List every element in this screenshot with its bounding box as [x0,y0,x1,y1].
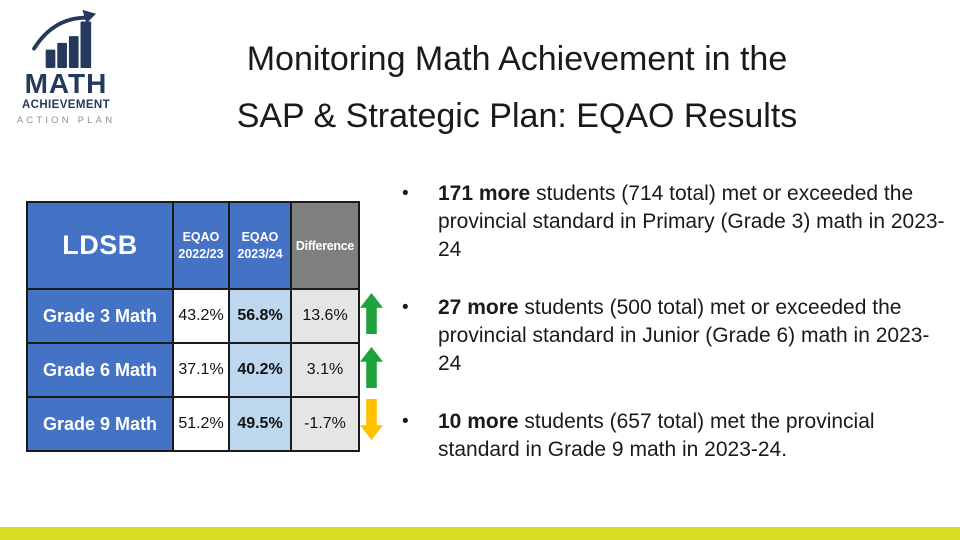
row-label-grade-6: Grade 6 Math [26,342,174,398]
bullet-text: 27 more students (500 total) met or exce… [438,294,947,378]
bullet-grade-9-summary: • 10 more students (657 total) met the p… [402,408,947,464]
bullet-grade-3-summary: • 171 more students (714 total) met or e… [402,180,947,264]
bar-chart-arrow-icon [32,9,96,68]
bullet-body: students (714 total) met or exceeded the… [438,182,945,261]
page-title-line-2: SAP & Strategic Plan: EQAO Results [236,96,798,135]
row-label-grade-3: Grade 3 Math [26,288,174,344]
table-header-row: LDSB EQAO 2022/23 EQAO 2023/24 Differenc… [26,201,360,290]
logo-subtitle: ACHIEVEMENT [21,99,111,111]
trend-up-arrow-grade-6 [360,347,383,388]
column-header-difference: Difference [290,201,360,290]
column-header-eqao-2023-24: EQAO 2023/24 [228,201,292,290]
bottom-accent-bar [0,527,960,540]
math-achievement-logo: MATH ACHIEVEMENT ACTION PLAN [14,8,118,126]
grade-3-difference-value: 13.6% [290,288,360,344]
bullet-lead: 27 more [438,296,519,319]
bullet-body: students (500 total) met or exceeded the… [438,296,930,375]
bullet-marker: • [402,411,409,432]
logo-tagline: ACTION PLAN [16,114,116,126]
bullet-body: students (657 total) met the provincial … [438,410,875,461]
bullet-grade-6-summary: • 27 more students (500 total) met or ex… [402,294,947,378]
bullet-marker: • [402,183,409,204]
row-label-grade-9: Grade 9 Math [26,396,174,452]
grade-3-eqao-2022-23-value: 43.2% [172,288,230,344]
logo-title: MATH [24,68,108,99]
eqao-results-table: LDSB EQAO 2022/23 EQAO 2023/24 Differenc… [26,201,360,452]
grade-6-difference-value: 3.1% [290,342,360,398]
trend-up-arrow-grade-3 [360,293,383,334]
table-row-grade-9: Grade 9 Math 51.2% 49.5% -1.7% [26,396,360,452]
bullet-marker: • [402,297,409,318]
page-title-line-1: Monitoring Math Achievement in the [246,40,788,78]
grade-9-eqao-2023-24-value: 49.5% [228,396,292,452]
bullet-lead: 10 more [438,410,519,433]
bullet-text: 10 more students (657 total) met the pro… [438,408,947,464]
bullet-lead: 171 more [438,182,531,205]
table-row-grade-3: Grade 3 Math 43.2% 56.8% 13.6% [26,288,360,344]
grade-6-eqao-2023-24-value: 40.2% [228,342,292,398]
summary-bullet-list: • 171 more students (714 total) met or e… [402,180,947,464]
grade-6-eqao-2022-23-value: 37.1% [172,342,230,398]
grade-9-difference-value: -1.7% [290,396,360,452]
column-header-eqao-2022-23: EQAO 2022/23 [172,201,230,290]
trend-down-arrow-grade-9 [360,399,383,440]
table-corner-cell: LDSB [26,201,174,290]
grade-9-eqao-2022-23-value: 51.2% [172,396,230,452]
table-row-grade-6: Grade 6 Math 37.1% 40.2% 3.1% [26,342,360,398]
page-title: Monitoring Math Achievement in the SAP &… [97,38,937,137]
bullet-text: 171 more students (714 total) met or exc… [438,180,947,264]
grade-3-eqao-2023-24-value: 56.8% [228,288,292,344]
